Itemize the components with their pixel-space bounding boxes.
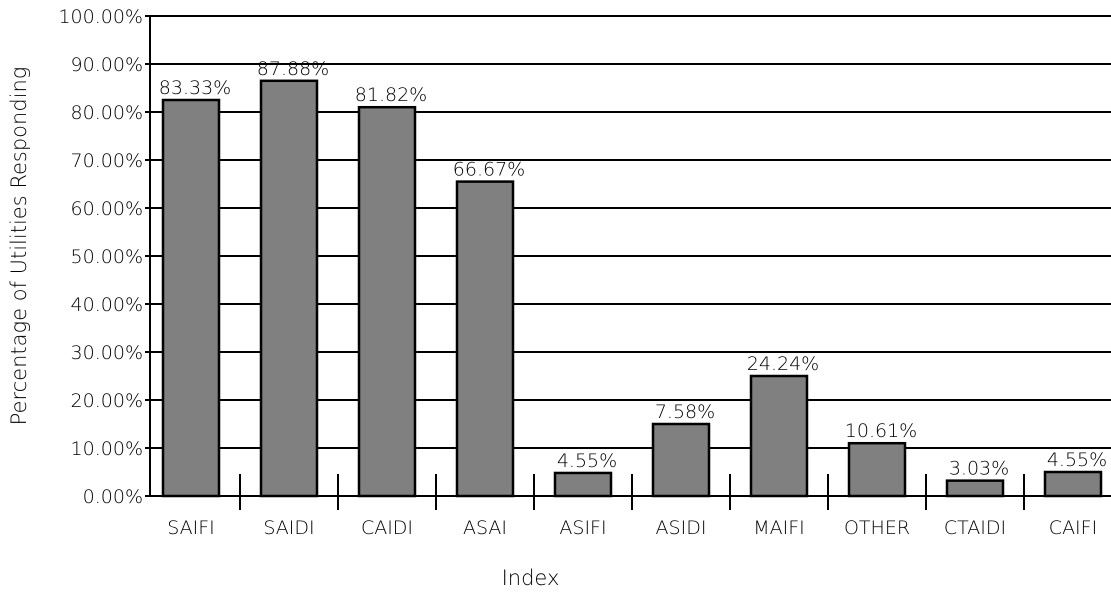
data-label: 66.67% — [453, 159, 525, 181]
x-tick-label: CTAIDI — [944, 517, 1006, 539]
category-separators — [239, 474, 1025, 510]
data-labels: 83.33% 87.88% 81.82% 66.67% 4.55% 7.58% 24.24%… — [159, 58, 1107, 480]
x-axis-title: Index — [502, 566, 560, 590]
y-tick-label: 0.00% — [83, 486, 143, 508]
data-label: 87.88% — [257, 58, 329, 80]
y-tick-label: 80.00% — [71, 102, 143, 124]
y-tick-label: 50.00% — [71, 246, 143, 268]
x-tick-labels: SAIFI SAIDI CAIDI ASAI ASIFI ASIDI MAIFI OTHER C… — [167, 517, 1097, 539]
data-label: 3.03% — [949, 458, 1009, 480]
data-label: 83.33% — [159, 77, 231, 99]
bar-other — [847, 441, 907, 498]
y-tick-label: 70.00% — [71, 150, 143, 172]
x-tick-label: MAIFI — [753, 517, 805, 539]
data-label: 24.24% — [747, 353, 819, 375]
bar-asifi — [553, 471, 613, 498]
bar-saifi — [161, 98, 221, 498]
y-tick-label: 40.00% — [71, 294, 143, 316]
x-tick-label: ASIFI — [559, 517, 606, 539]
x-tick-label: OTHER — [844, 517, 910, 539]
data-label: 7.58% — [655, 401, 715, 423]
bars — [161, 79, 1103, 498]
y-tick-label: 10.00% — [71, 438, 143, 460]
x-tick-label: ASIDI — [656, 517, 707, 539]
y-tick-labels: 0.00% 10.00% 20.00% 30.00% 40.00% 50.00% 60.00… — [58, 6, 150, 508]
bar-caifi — [1043, 470, 1103, 498]
x-tick-label: SAIDI — [263, 517, 314, 539]
data-label: 81.82% — [355, 84, 427, 106]
y-tick-label: 20.00% — [71, 390, 143, 412]
y-axis-title: Percentage of Utilities Responding — [7, 67, 31, 426]
bar-ctaidi — [945, 479, 1005, 498]
data-label: 10.61% — [845, 420, 917, 442]
bar-caidi — [357, 105, 417, 498]
x-tick-label: CAIFI — [1049, 517, 1097, 539]
x-tick-label: CAIDI — [361, 517, 413, 539]
x-tick-label: ASAI — [463, 517, 507, 539]
data-label: 4.55% — [557, 450, 617, 472]
x-tick-label: SAIFI — [167, 517, 215, 539]
data-label: 4.55% — [1047, 449, 1107, 471]
bar-maifi — [749, 374, 809, 498]
y-tick-label: 100.00% — [58, 6, 143, 28]
bar-asidi — [651, 422, 711, 498]
y-tick-label: 60.00% — [71, 198, 143, 220]
bar-saidi — [259, 79, 319, 498]
y-tick-label: 90.00% — [71, 54, 143, 76]
y-tick-label: 30.00% — [71, 342, 143, 364]
bar-asai — [455, 180, 515, 498]
